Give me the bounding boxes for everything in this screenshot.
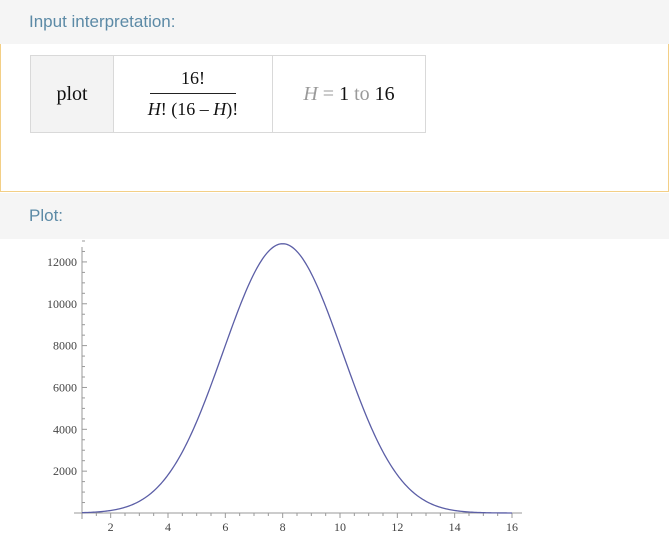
fraction-bar <box>149 93 237 94</box>
denominator-variable: H <box>147 99 161 119</box>
range-cell: H = 1 to 16 <box>272 55 426 133</box>
x-tick-label: 12 <box>391 520 403 534</box>
input-interpretation-table: plot 16! H! (16 – H)! H = 1 to 16 <box>30 55 426 133</box>
range-variable: H <box>303 82 318 105</box>
denominator-middle: ! (16 – <box>160 99 214 119</box>
formula-fraction: 16! H! (16 – H)! <box>148 68 239 120</box>
range-equals: = <box>322 82 335 105</box>
x-tick-label: 8 <box>280 520 286 534</box>
plot-pod: Plot: <box>0 193 669 546</box>
plot-header: Plot: <box>0 193 669 239</box>
y-tick-label: 4000 <box>53 422 77 436</box>
y-tick-label: 6000 <box>53 380 77 394</box>
x-tick-label: 4 <box>165 520 171 534</box>
formula-cell: 16! H! (16 – H)! <box>113 55 273 133</box>
y-tick-label: 2000 <box>53 464 77 478</box>
fraction-denominator: H! (16 – H)! <box>148 94 239 120</box>
denominator-end: )! <box>226 99 239 119</box>
input-interpretation-header: Input interpretation: <box>0 0 669 44</box>
x-tick-label: 2 <box>108 520 114 534</box>
y-tick-label: 10000 <box>47 297 77 311</box>
x-tick-label: 6 <box>222 520 228 534</box>
input-interpretation-pod: Input interpretation: plot 16! H! (16 – … <box>0 0 669 192</box>
y-tick-label: 12000 <box>47 255 77 269</box>
x-tick-label: 14 <box>449 520 461 534</box>
command-cell: plot <box>30 55 114 133</box>
plot-chart: 2 4 6 8 10 12 14 16 2000 4000 6000 8000 10000 12000 <box>47 240 522 534</box>
denominator-variable-2: H <box>213 99 227 119</box>
fraction-numerator: 16! <box>181 68 205 88</box>
range-from: 1 <box>339 82 350 105</box>
curve-line <box>81 243 512 514</box>
x-tick-label: 16 <box>506 520 518 534</box>
x-tick-label: 10 <box>334 520 346 534</box>
y-tick-label: 8000 <box>53 339 77 353</box>
range-to: 16 <box>374 82 395 105</box>
range-to-word: to <box>354 82 370 105</box>
